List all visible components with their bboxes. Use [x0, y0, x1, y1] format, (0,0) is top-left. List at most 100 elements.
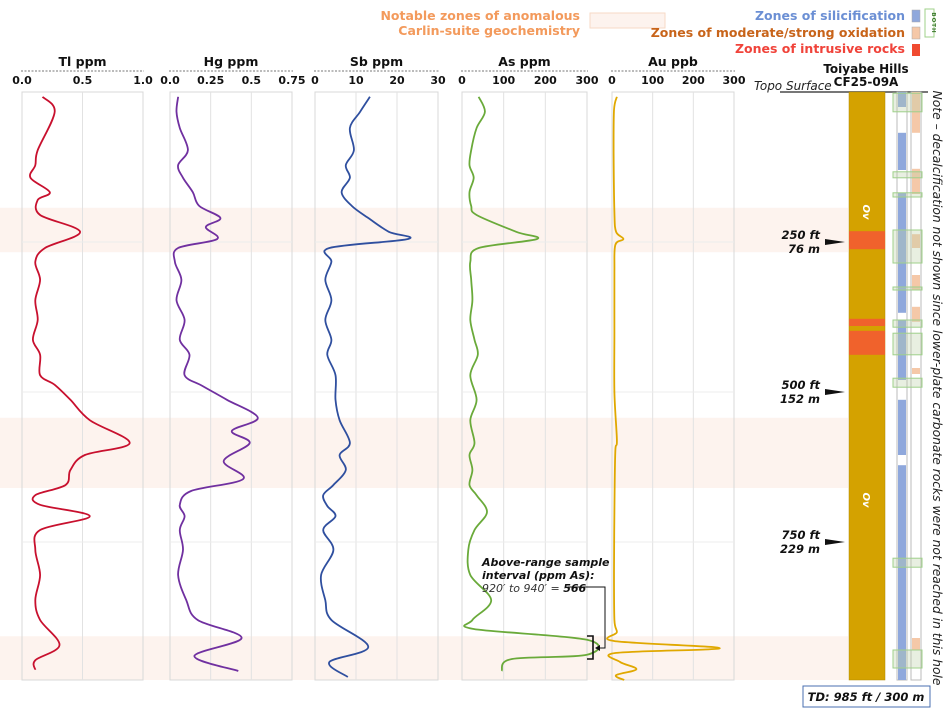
- silicification-zone: [898, 92, 906, 107]
- series-line-au: [606, 96, 721, 681]
- legend-silicification: Zones of silicification: [755, 8, 905, 23]
- hole-title-line2: CF25-09A: [834, 75, 899, 89]
- oxidation-zone: [912, 275, 920, 290]
- oxidation-zone: [912, 638, 920, 650]
- panel-frame: [314, 91, 439, 681]
- tick-label: 0.5: [242, 74, 262, 87]
- series-title: Au ppb: [648, 54, 698, 69]
- depth-m-label: 152 m: [780, 392, 820, 406]
- tick-label: 300: [576, 74, 599, 87]
- both-zone: [892, 192, 923, 198]
- series-title: Sb ppm: [350, 54, 403, 69]
- oxidation-zone: [912, 306, 920, 322]
- depth-ft-label: 750 ft: [781, 528, 820, 542]
- both-zone: [892, 171, 923, 179]
- panel-frame: [169, 91, 293, 681]
- series-title: As ppm: [498, 54, 550, 69]
- silicification-zone: [898, 320, 906, 380]
- tick-label: 200: [682, 74, 705, 87]
- panel-frame: [611, 91, 735, 681]
- lithology-column: Ov Ov: [848, 91, 886, 681]
- panel-au: 0 100 200 300 Au ppb: [606, 54, 746, 681]
- tick-label: 0.0: [160, 74, 180, 87]
- annotation-bracket: [587, 635, 594, 660]
- tick-label: 0.25: [197, 74, 224, 87]
- tick-label: 300: [723, 74, 746, 87]
- tick-label: 0: [458, 74, 466, 87]
- annotation-arrowhead: [595, 645, 600, 651]
- oxidation-zone: [912, 368, 920, 374]
- both-zone: [892, 229, 923, 264]
- silicification-zone: [898, 132, 906, 170]
- depth-arrow-icon: [825, 539, 845, 545]
- tick-label: 30: [430, 74, 446, 87]
- depth-m-label: 76 m: [788, 242, 820, 256]
- tick-label: 1.0: [133, 74, 153, 87]
- series-title: Tl ppm: [58, 54, 106, 69]
- above-range-annotation: Above-range sample interval (ppm As): 92…: [481, 556, 610, 660]
- legend-intrusive-swatch: [912, 44, 920, 56]
- anomalous-band: [0, 207, 848, 253]
- series-line-tl: [29, 96, 131, 671]
- hole-title-line1: Toiyabe Hills: [823, 62, 908, 76]
- legend-both-swatch: [924, 8, 935, 38]
- oxidation-zone: [912, 234, 920, 248]
- tick-label: 10: [348, 74, 364, 87]
- anomalous-bands: [0, 207, 848, 680]
- depth-ft-label: 500 ft: [781, 378, 820, 392]
- tick-label: 20: [389, 74, 405, 87]
- series-title: Hg ppm: [204, 54, 259, 69]
- both-zone: [892, 649, 923, 669]
- annotation-interval: 920′ to 940′ =: [482, 582, 563, 595]
- legend-intrusive: Zones of intrusive rocks: [735, 41, 905, 56]
- tick-label: 0: [311, 74, 319, 87]
- td-label: TD: 985 ft / 300 m: [808, 690, 925, 704]
- panel-sb: 0 10 20 30 Sb ppm: [311, 54, 446, 681]
- tick-label: 0.5: [73, 74, 93, 87]
- depth-arrow-icon: [825, 239, 845, 245]
- legend-anomalous-line2: Carlin-suite geochemistry: [398, 23, 580, 38]
- series-line-sb: [319, 96, 412, 678]
- legend-anomalous-swatch: [589, 12, 666, 29]
- series-line-hg: [172, 96, 259, 672]
- depth-m-label: 229 m: [780, 542, 820, 556]
- annotation-line3: 920′ to 940′ = 566: [482, 582, 587, 595]
- both-zone: [892, 377, 923, 388]
- panel-hg: 0.0 0.25 0.5 0.75 Hg ppm: [160, 54, 306, 681]
- tick-label: 200: [534, 74, 557, 87]
- note-text: Note – decalcification not shown since l…: [930, 91, 944, 686]
- both-zone: [892, 286, 923, 291]
- depth-ft-label: 250 ft: [781, 228, 820, 242]
- anomalous-band: [0, 417, 848, 488]
- alteration-columns: [892, 91, 923, 681]
- legend-oxidation-swatch: [911, 26, 921, 40]
- both-zone: [892, 319, 923, 328]
- topo-surface-label: Topo Surface: [754, 79, 832, 93]
- legend-both-label: BOTH: [930, 12, 936, 33]
- annotation-leader: [568, 586, 606, 649]
- element-panels: 0.0 0.5 1.0 Tl ppm 0.0 0.25 0.5 0.75 Hg ppm 0 10 20…: [12, 54, 746, 681]
- intrusive-zone: [849, 318, 885, 326]
- annotation-value: 566: [563, 582, 586, 595]
- oxidation-zone: [912, 168, 920, 194]
- panel-as: 0 100 200 300 As ppm: [458, 54, 600, 681]
- panel-frame: [461, 91, 588, 681]
- unit-label: Ov: [860, 204, 871, 220]
- anomalous-band: [0, 636, 848, 680]
- panel-tl: 0.0 0.5 1.0 Tl ppm: [12, 54, 153, 681]
- tick-label: 100: [492, 74, 515, 87]
- oxidation-zone: [912, 92, 920, 133]
- both-zone: [892, 332, 923, 356]
- series-line-as: [463, 96, 600, 672]
- intrusive-zone: [849, 330, 885, 355]
- tick-label: 0.0: [12, 74, 32, 87]
- both-zone: [892, 557, 923, 568]
- depth-arrow-icon: [825, 389, 845, 395]
- ov-unit: [848, 91, 886, 681]
- tick-label: 0: [608, 74, 616, 87]
- unit-label: Ov: [860, 492, 871, 508]
- legend-oxidation: Zones of moderate/strong oxidation: [651, 25, 905, 40]
- legend-silicification-swatch: [911, 9, 921, 23]
- silicification-zone: [898, 465, 906, 680]
